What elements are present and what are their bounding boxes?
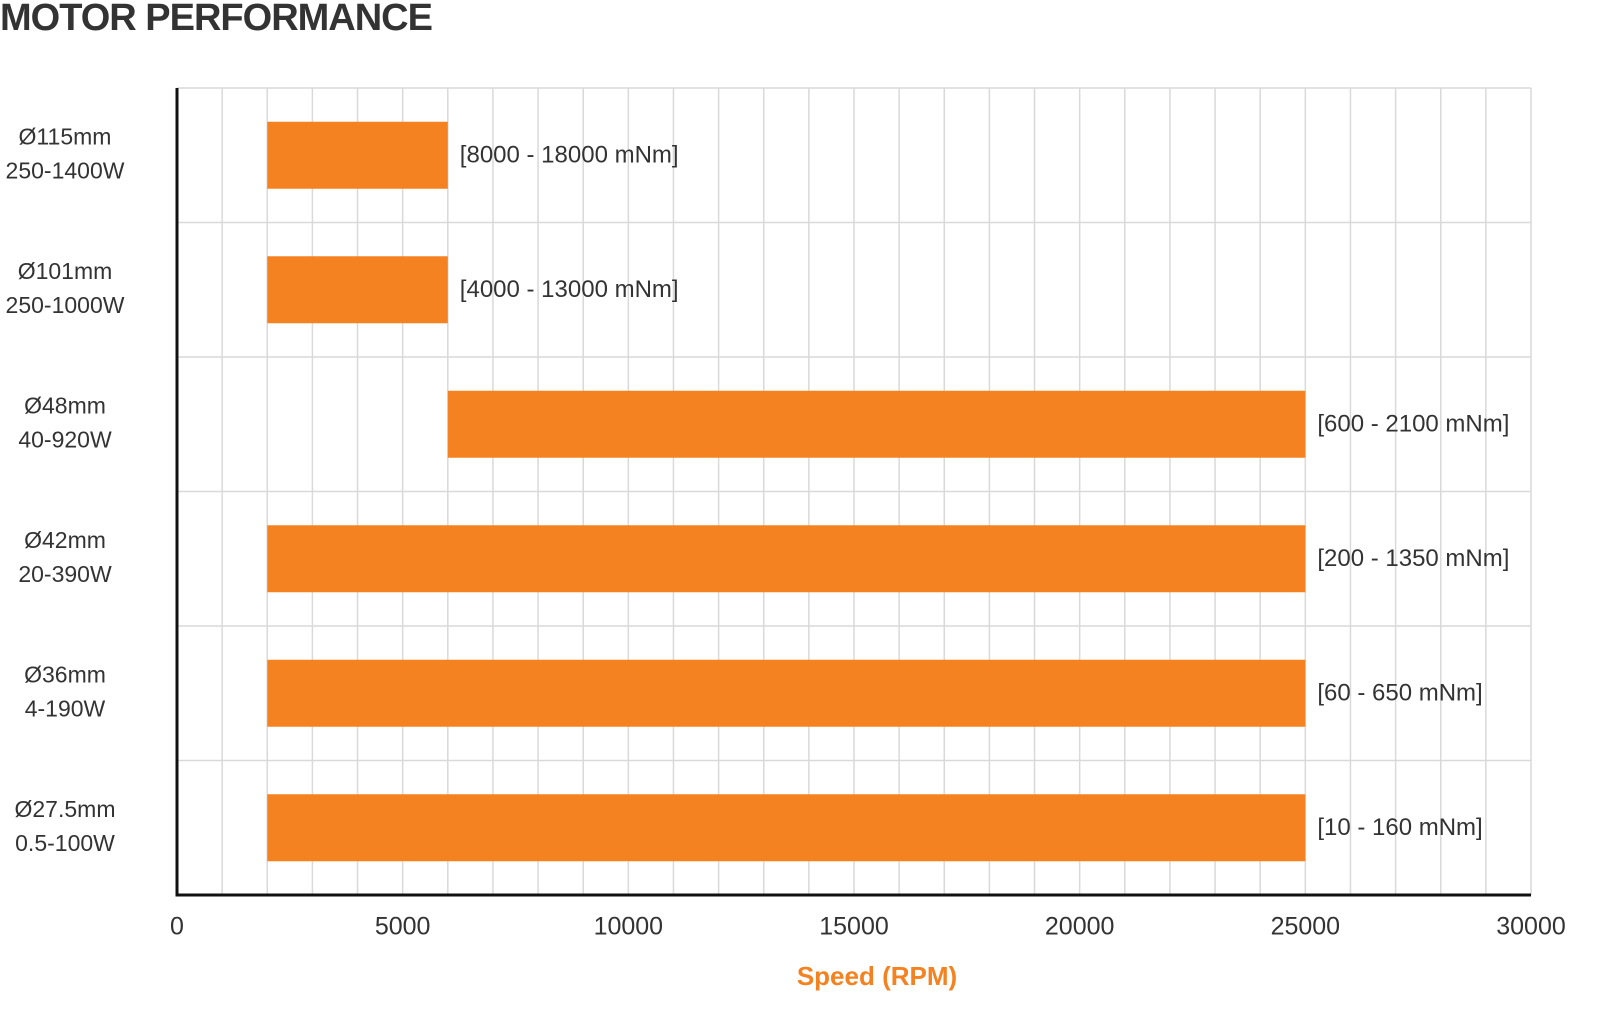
y-tick-label: Ø36mm — [24, 661, 106, 687]
y-tick-label: Ø27.5mm — [15, 796, 116, 822]
x-tick-label: 15000 — [819, 913, 889, 941]
y-tick-label: Ø101mm — [18, 258, 113, 284]
bar — [447, 390, 1306, 458]
bar — [267, 525, 1306, 593]
bar — [267, 794, 1306, 862]
bar — [267, 659, 1306, 727]
bar — [267, 121, 448, 189]
bar — [267, 256, 448, 324]
x-tick-label: 30000 — [1496, 913, 1566, 941]
y-tick-label: 4-190W — [25, 695, 106, 721]
x-axis-label: Speed (RPM) — [797, 961, 957, 991]
x-tick-label: 25000 — [1271, 913, 1341, 941]
y-tick-label: 0.5-100W — [15, 830, 115, 856]
x-tick-label: 10000 — [594, 913, 664, 941]
y-tick-label: 250-1000W — [6, 292, 125, 318]
bar-annotation: [8000 - 18000 mNm] — [460, 142, 679, 169]
bar-annotation: [10 - 160 mNm] — [1317, 814, 1482, 841]
x-tick-label: 20000 — [1045, 913, 1115, 941]
bar-annotation: [600 - 2100 mNm] — [1317, 411, 1509, 438]
y-tick-label: 20-390W — [18, 561, 112, 587]
y-tick-label: Ø42mm — [24, 527, 106, 553]
y-tick-label: Ø48mm — [24, 392, 106, 418]
bar-annotation: [60 - 650 mNm] — [1317, 680, 1482, 707]
x-tick-label: 5000 — [375, 913, 431, 941]
y-tick-label: 40-920W — [18, 426, 112, 452]
y-tick-label: 250-1400W — [6, 157, 125, 183]
x-tick-label: 0 — [170, 913, 184, 941]
chart-title: MOTOR PERFORMANCE — [0, 0, 432, 39]
y-tick-label: Ø115mm — [19, 123, 112, 149]
bar-annotation: [4000 - 13000 mNm] — [460, 276, 679, 303]
bar-annotation: [200 - 1350 mNm] — [1317, 545, 1509, 572]
